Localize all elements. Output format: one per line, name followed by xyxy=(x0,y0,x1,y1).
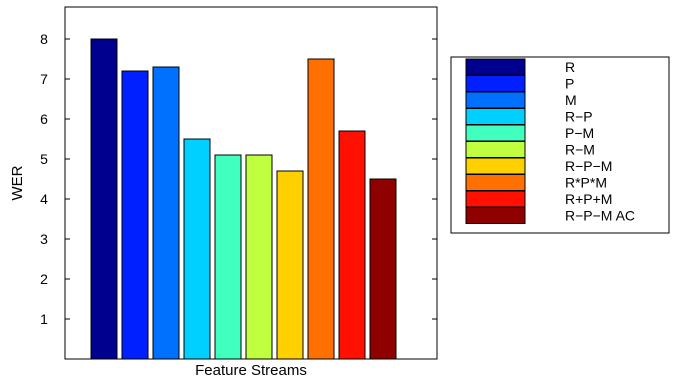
legend-label-3: M xyxy=(565,92,577,108)
legend-swatch-3 xyxy=(465,91,526,109)
bar-7 xyxy=(276,170,304,360)
legend-label-9: R+P+M xyxy=(565,191,612,207)
legend-label-8: R*P*M xyxy=(565,175,607,191)
legend-label-1: R xyxy=(565,59,575,75)
legend-label-5: P−M xyxy=(565,125,594,141)
legend-swatch-6 xyxy=(465,141,526,158)
legend-swatch-9 xyxy=(465,190,526,208)
bar-4 xyxy=(183,138,211,360)
y-tick-label-4: 4 xyxy=(40,191,48,207)
legend-swatch-5 xyxy=(465,124,526,142)
y-tick-label-7: 7 xyxy=(40,71,48,87)
y-tick-label-1: 1 xyxy=(40,311,48,327)
y-tick-label-6: 6 xyxy=(40,111,48,127)
legend-label-7: R−P−M xyxy=(565,158,612,174)
x-axis-label: Feature Streams xyxy=(195,362,307,379)
bar-5 xyxy=(214,154,242,360)
y-tick-label-2: 2 xyxy=(40,271,48,287)
y-axis-label: WER xyxy=(9,165,26,200)
y-tick-label-8: 8 xyxy=(40,31,48,47)
bar-10 xyxy=(369,178,397,360)
legend-label-4: R−P xyxy=(565,109,593,125)
legend-swatch-7 xyxy=(465,157,526,175)
legend-swatch-8 xyxy=(465,174,526,191)
bars xyxy=(90,38,397,360)
y-tick-label-3: 3 xyxy=(40,231,48,247)
legend-swatch-10 xyxy=(465,207,526,224)
bar-2 xyxy=(121,70,149,360)
legend-label-2: P xyxy=(565,76,574,92)
bar-6 xyxy=(245,154,273,360)
bar-1 xyxy=(90,38,118,360)
bar-3 xyxy=(152,66,180,360)
legend-swatch-4 xyxy=(465,108,526,125)
bar-8 xyxy=(307,58,335,360)
plot-area: 1 2 3 4 5 6 7 8 xyxy=(40,6,438,360)
legend-label-6: R−M xyxy=(565,142,595,158)
y-tick-label-5: 5 xyxy=(40,151,48,167)
legend-label-10: R−P−M AC xyxy=(565,208,635,224)
legend-swatch-1 xyxy=(465,58,526,76)
legend-swatch-2 xyxy=(465,75,526,92)
bar-9 xyxy=(338,130,366,360)
y-axis-ticks: 1 2 3 4 5 6 7 8 xyxy=(40,31,437,327)
